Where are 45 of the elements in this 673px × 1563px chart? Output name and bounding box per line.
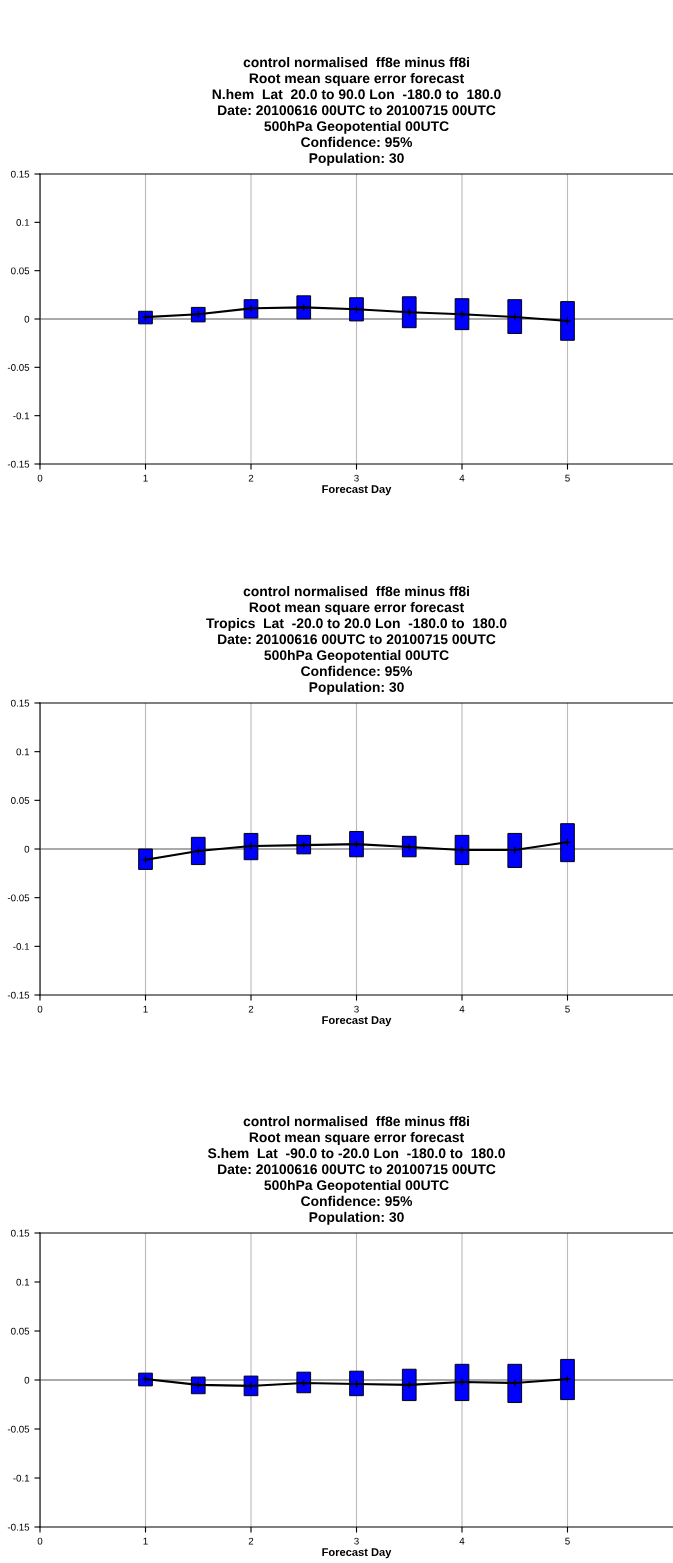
x-tick-label: 2 <box>248 1005 254 1013</box>
x-tick-label: 4 <box>459 474 465 482</box>
y-tick-label: 0.1 <box>16 219 30 226</box>
y-tick-label: -0.05 <box>7 364 30 371</box>
y-tick-label: 0.1 <box>16 748 30 756</box>
y-tick-label: 0 <box>24 315 30 323</box>
y-tick-label: -0.15 <box>7 460 30 468</box>
y-tick-label: -0.1 <box>13 412 30 420</box>
y-tick-label: 0.15 <box>11 699 30 707</box>
y-tick-label: -0.05 <box>7 1425 30 1433</box>
x-tick-label: 3 <box>354 1005 359 1013</box>
y-tick-label: -0.15 <box>7 1523 30 1531</box>
x-tick-label: 2 <box>248 1537 254 1545</box>
chart-title: control normalised ff8e minus ff8i Root mean square error forecast N.hem Lat 20.0 to 90.0 Lon -180.0 to 180.0 Date: 20100616 00UTC to 20100715 00UTC 500hPa Geopotential 00UTC Confidence: 95% Population: 30 <box>212 57 501 166</box>
x-tick-label: 3 <box>354 1537 359 1545</box>
x-tick-label: 0 <box>37 1005 43 1013</box>
y-tick-label: -0.1 <box>13 943 30 950</box>
x-tick-label: 1 <box>143 474 148 482</box>
y-tick-label: -0.15 <box>7 991 30 999</box>
y-tick-label: -0.05 <box>7 894 30 902</box>
x-tick-label: 5 <box>565 1005 570 1013</box>
x-tick-label: 0 <box>37 474 43 482</box>
y-tick-label: -0.1 <box>13 1474 30 1482</box>
x-tick-label: 1 <box>143 1005 148 1013</box>
x-axis-title: Forecast Day <box>322 1016 392 1027</box>
y-tick-label: 0.05 <box>11 1327 30 1335</box>
x-tick-label: 0 <box>37 1537 43 1545</box>
y-tick-label: 0.1 <box>16 1278 30 1286</box>
x-tick-label: 5 <box>565 474 570 482</box>
y-tick-label: 0.15 <box>11 1229 30 1237</box>
chart-title: control normalised ff8e minus ff8i Root mean square error forecast S.hem Lat -90.0 to -20.0 Lon -180.0 to 180.0 Date: 20100616 00UTC to 20100715 00UTC 500hPa Geopotential 00UTC Confidence: 95% Population: 30 <box>207 1116 505 1225</box>
x-tick-label: 3 <box>354 474 359 482</box>
x-axis-title: Forecast Day <box>322 485 392 496</box>
x-tick-label: 5 <box>565 1537 570 1545</box>
x-axis-title: Forecast Day <box>322 1548 392 1559</box>
y-tick-label: 0.05 <box>11 797 30 804</box>
x-tick-label: 4 <box>459 1005 465 1013</box>
y-tick-label: 0.15 <box>11 170 30 178</box>
x-tick-label: 4 <box>459 1537 465 1545</box>
x-tick-label: 1 <box>143 1537 148 1545</box>
chart-title: control normalised ff8e minus ff8i Root mean square error forecast Tropics Lat -20.0 to 20.0 Lon -180.0 to 180.0 Date: 20100616 00UTC to 20100715 00UTC 500hPa Geopotential 00UTC Confidence: 95% Population: 30 <box>206 586 507 695</box>
y-tick-label: 0 <box>24 1376 30 1384</box>
x-tick-label: 2 <box>248 474 254 482</box>
y-tick-label: 0.05 <box>11 267 30 275</box>
y-tick-label: 0 <box>24 845 30 853</box>
